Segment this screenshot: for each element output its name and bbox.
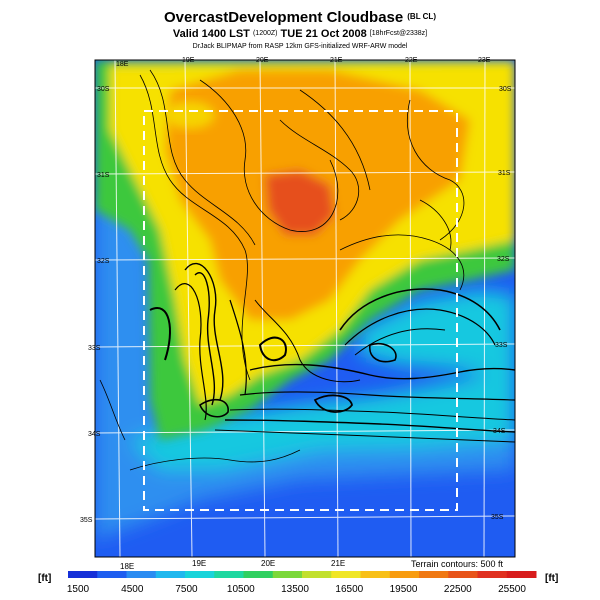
- lat-label-right-33s: 33S: [495, 342, 508, 349]
- lon-label-bottom-20e: 20E: [261, 559, 275, 568]
- valid-date: TUE 21 Oct 2008: [280, 28, 367, 40]
- valid-code: (1200Z): [252, 30, 278, 37]
- colorbar-swatch: [360, 571, 391, 578]
- terrain-contours: [99, 69, 515, 471]
- max-cloudbase-area: [265, 170, 335, 235]
- colorbar-swatch: [419, 571, 449, 578]
- colorbar-tick-label: 7500: [175, 584, 198, 595]
- yellow-patch: [165, 101, 215, 129]
- cloudbase-field: [95, 60, 515, 557]
- lat-label-left-35s: 35S: [80, 517, 93, 524]
- lat-label-right-31s: 31S: [498, 170, 511, 177]
- lon-label-top-18e: 18E: [116, 61, 129, 68]
- lon-label-bottom-19e: 19E: [192, 559, 206, 568]
- colorbar-swatch: [97, 571, 127, 578]
- terrain-contours-note: Terrain contours: 500 ft: [410, 559, 503, 569]
- lon-label-top-23e: 23E: [478, 57, 491, 64]
- map-title: OvercastDevelopment Cloudbase (BL CL): [0, 9, 600, 26]
- colorbar-tick-label: 22500: [444, 584, 472, 595]
- colorbar-swatch: [68, 571, 98, 578]
- colorbar-swatch: [214, 571, 244, 578]
- lon-label-top-21e: 21E: [330, 57, 343, 64]
- lat-label-left-31s: 31S: [97, 172, 110, 179]
- lon-label-top-22e: 22E: [405, 57, 418, 64]
- lat-label-right-34s: 34S: [493, 428, 506, 435]
- valid-main: Valid 1400 LST: [172, 28, 250, 40]
- map-title-text: OvercastDevelopment Cloudbase: [164, 9, 404, 26]
- lon-label-bottom-21e: 21E: [331, 559, 345, 568]
- coastal-cyan-band: [130, 370, 515, 470]
- lon-label-bottom-18e: 18E: [120, 562, 134, 571]
- colorbar-swatch: [448, 571, 478, 578]
- colorbar: 1500 4500 7500 10500 13500 16500 19500 22500 255…: [67, 571, 537, 595]
- colorbar-swatch: [506, 571, 537, 578]
- colorbar-tick-label: 4500: [121, 584, 144, 595]
- lat-label-left-34s: 34S: [88, 431, 101, 438]
- lat-label-right-35s: 35S: [491, 514, 504, 521]
- colorbar-tick-label: 19500: [390, 584, 418, 595]
- colorbar-tick-label: 25500: [498, 584, 526, 595]
- lon-label-top-20e: 20E: [256, 57, 269, 64]
- lat-label-left-30s: 30S: [97, 86, 110, 93]
- colorbar-unit-left: [ft]: [38, 573, 52, 584]
- colorbar-tick-label: 10500: [227, 584, 255, 595]
- colorbar-swatch: [331, 571, 361, 578]
- inner-domain-boundary: [143, 110, 458, 511]
- colorbar-swatch: [302, 571, 332, 578]
- colorbar-unit-right: [ft]: [545, 573, 559, 584]
- lat-label-left-32s: 32S: [97, 258, 110, 265]
- map-frame: [94, 59, 516, 558]
- map-title-tag: (BL CL): [407, 12, 436, 21]
- colorbar-tick-label: 13500: [281, 584, 309, 595]
- colorbar-tick-label: 16500: [335, 584, 363, 595]
- model-description: DrJack BLIPMAP from RASP 12km GFS-initia…: [192, 43, 408, 50]
- lat-label-right-32s: 32S: [497, 256, 510, 263]
- colorbar-swatch: [185, 571, 215, 578]
- colorbar-swatch: [477, 571, 508, 578]
- colorbar-swatch: [272, 571, 303, 578]
- valid-time-line: Valid 1400 LST (1200Z) TUE 21 Oct 2008 […: [0, 28, 600, 40]
- lat-label-left-33s: 33S: [88, 345, 101, 352]
- lon-label-top-19e: 19E: [182, 57, 195, 64]
- graticule: [95, 60, 515, 557]
- valid-run: [18hrFcst@2338z]: [369, 30, 428, 37]
- colorbar-swatch: [126, 571, 157, 578]
- colorbar-tick-label: 1500: [67, 584, 90, 595]
- colorbar-swatch: [155, 571, 186, 578]
- lat-label-right-30s: 30S: [499, 86, 512, 93]
- colorbar-swatch: [243, 571, 274, 578]
- colorbar-swatch: [389, 571, 420, 578]
